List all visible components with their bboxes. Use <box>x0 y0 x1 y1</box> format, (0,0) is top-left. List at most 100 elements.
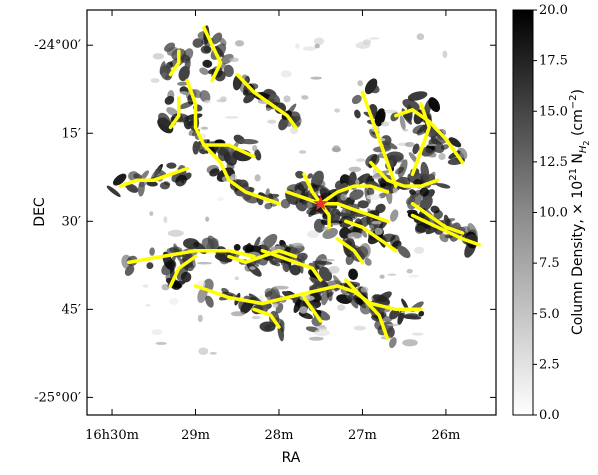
density-wisp <box>402 128 409 132</box>
filament-line <box>335 237 365 265</box>
density-wisp <box>371 220 382 225</box>
density-clump <box>390 234 400 248</box>
density-clump <box>259 321 276 332</box>
filament-line <box>252 307 281 329</box>
density-clump <box>199 90 211 103</box>
density-clump <box>412 143 420 155</box>
filament-line <box>344 278 390 341</box>
density-wisp <box>149 211 154 217</box>
density-clump <box>439 233 449 243</box>
density-clump <box>219 37 227 46</box>
density-wisp <box>329 222 341 226</box>
density-clump <box>261 233 278 250</box>
filament-line <box>410 102 431 177</box>
density-wisp <box>369 37 381 40</box>
density-clump <box>158 112 171 127</box>
density-clump <box>270 260 281 267</box>
colorbar-tick-label: 10.0 <box>539 206 568 221</box>
density-wisp <box>155 341 167 345</box>
density-clump <box>351 244 362 252</box>
density-wisp <box>252 145 258 152</box>
density-clump <box>146 181 158 187</box>
y-tick-label: 45′ <box>62 302 82 317</box>
colorbar-tick-label: 7.5 <box>539 256 560 271</box>
density-clump <box>375 203 386 214</box>
density-wisp <box>203 100 212 104</box>
density-wisp <box>273 285 289 290</box>
density-wisp <box>408 274 420 278</box>
plot-frame <box>86 9 497 416</box>
x-tick-label: 16h30m <box>85 428 139 443</box>
density-clump <box>238 138 259 145</box>
filament-line <box>394 108 465 165</box>
density-clump <box>199 149 207 155</box>
density-wisp <box>259 241 264 245</box>
filament-line <box>193 284 340 306</box>
colorbar-tick-label: 17.5 <box>539 54 568 69</box>
density-clump <box>348 293 359 309</box>
density-wisp <box>310 76 323 80</box>
density-clump <box>389 337 397 349</box>
density-clump <box>298 311 313 320</box>
density-clump <box>192 38 204 48</box>
density-wisp <box>167 229 184 237</box>
density-clump <box>409 189 417 196</box>
filament-line <box>126 248 256 265</box>
density-wisp <box>272 302 279 309</box>
filament-line <box>185 78 206 147</box>
density-clump <box>226 162 235 171</box>
density-clump <box>159 181 170 190</box>
density-clump <box>214 45 225 58</box>
density-clump <box>367 83 380 94</box>
density-clump <box>137 181 145 197</box>
density-clump <box>199 67 209 75</box>
density-wisp <box>280 70 292 78</box>
density-wisp <box>230 311 245 317</box>
density-clump <box>264 290 273 298</box>
density-wisp <box>411 332 424 336</box>
density-wisp <box>179 91 188 95</box>
density-clump <box>430 136 439 145</box>
filament-line <box>410 201 465 235</box>
density-clump <box>113 173 127 186</box>
density-wisp <box>225 116 239 119</box>
density-clump <box>401 298 409 311</box>
density-clump <box>307 173 313 179</box>
density-clump <box>348 268 359 280</box>
x-tick-label: 27m <box>348 428 377 443</box>
density-wisp <box>405 141 415 148</box>
density-clump <box>213 145 230 157</box>
density-wisp <box>230 173 237 181</box>
density-wisp <box>414 246 425 254</box>
colorbar-tick-label: 15.0 <box>539 104 568 119</box>
density-clump <box>399 115 406 131</box>
density-clump <box>203 45 211 53</box>
density-clump <box>166 162 177 169</box>
density-clump <box>182 254 190 261</box>
density-clump <box>209 168 220 177</box>
density-wisp <box>302 46 316 51</box>
density-wisp <box>334 108 341 113</box>
density-wisp <box>309 336 324 341</box>
density-clump <box>361 229 368 238</box>
star-marker <box>313 195 329 211</box>
filament-line <box>302 172 323 206</box>
density-wisp <box>306 230 320 238</box>
density-clump <box>403 315 422 320</box>
density-clump <box>146 262 154 270</box>
density-clump <box>177 81 189 86</box>
density-clump <box>242 244 256 252</box>
filament-line <box>168 49 181 77</box>
density-wisp <box>442 50 448 59</box>
filament-line <box>168 254 198 288</box>
filament-line <box>302 295 323 323</box>
colorbar-tick-label: 5.0 <box>539 307 560 322</box>
density-wisp <box>374 227 383 236</box>
density-clump <box>164 95 175 105</box>
y-tick-label: 30′ <box>62 214 82 229</box>
density-wisp <box>209 352 217 355</box>
density-clump <box>253 236 261 251</box>
density-wisp <box>362 39 372 45</box>
y-tick-label: 15′ <box>62 126 82 141</box>
density-wisp <box>381 121 390 127</box>
